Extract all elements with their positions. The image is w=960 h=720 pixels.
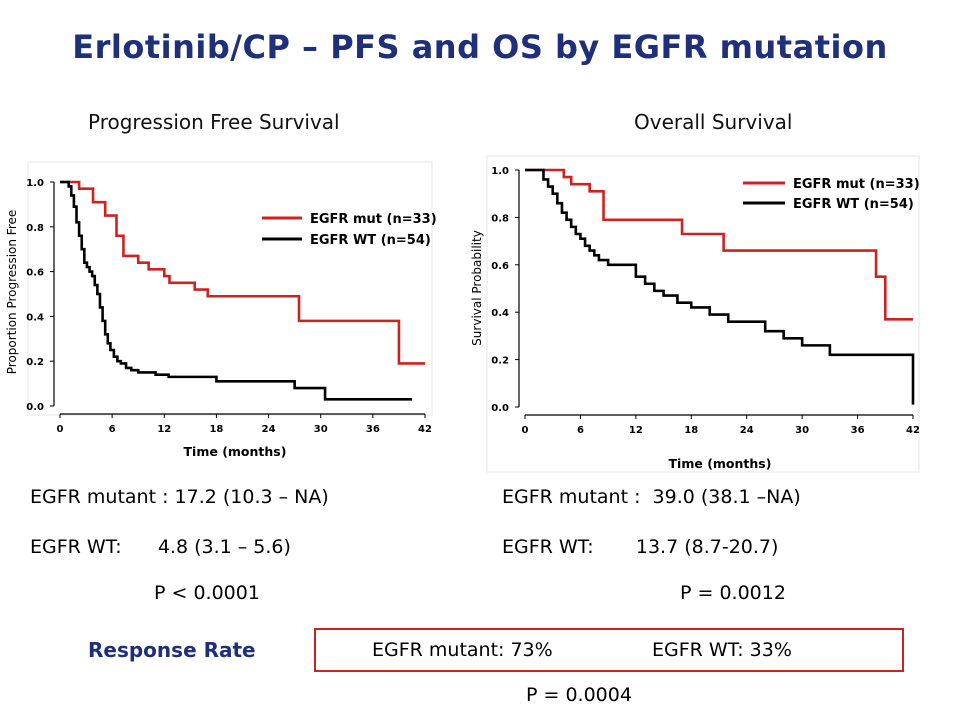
x-tick-label: 36 bbox=[366, 424, 380, 435]
x-axis-label: Time (months) bbox=[669, 456, 772, 471]
legend-label: EGFR mut (n=33) bbox=[310, 212, 437, 227]
response-p-value: P = 0.0004 bbox=[526, 684, 632, 706]
y-tick-label: 0.2 bbox=[491, 356, 509, 367]
os-chart: 0.0 0.2 0.4 0.6 0.8 1.0 0 6 12 18 24 30 36 42 Time (mo… bbox=[470, 155, 920, 473]
pfs-p-value: P < 0.0001 bbox=[154, 582, 260, 604]
x-tick-label: 30 bbox=[795, 425, 809, 436]
series-line-wt bbox=[60, 180, 412, 401]
y-tick-label: 1.0 bbox=[491, 166, 509, 177]
x-tick-label: 0 bbox=[57, 424, 64, 435]
response-rate-mut: EGFR mutant: 73% bbox=[372, 639, 553, 661]
y-tick-label: 0.6 bbox=[26, 268, 44, 279]
y-tick-label: 0.6 bbox=[491, 261, 509, 272]
pfs-subtitle: Progression Free Survival bbox=[88, 110, 340, 134]
legend-label: EGFR WT (n=54) bbox=[310, 233, 431, 248]
series-line-mut bbox=[60, 180, 425, 365]
response-rate-wt: EGFR WT: 33% bbox=[652, 639, 792, 661]
y-tick-label: 0.2 bbox=[26, 357, 44, 368]
x-tick-label: 42 bbox=[418, 424, 432, 435]
x-tick-label: 18 bbox=[684, 425, 698, 436]
y-tick-label: 0.4 bbox=[26, 312, 44, 323]
y-tick-label: 0.0 bbox=[26, 402, 44, 413]
x-axis-label: Time (months) bbox=[184, 444, 287, 459]
x-tick-label: 6 bbox=[577, 425, 584, 436]
x-tick-label: 30 bbox=[314, 424, 328, 435]
x-tick-label: 0 bbox=[522, 425, 529, 436]
chart-frame bbox=[486, 155, 920, 473]
y-tick-label: 0.4 bbox=[491, 308, 509, 319]
response-rate-label: Response Rate bbox=[88, 638, 256, 662]
y-tick-label: 1.0 bbox=[26, 178, 44, 189]
x-tick-label: 12 bbox=[157, 424, 171, 435]
y-axis-label: Proportion Progression Free bbox=[5, 210, 19, 375]
y-axis-label: Survival Probability bbox=[470, 230, 484, 346]
x-tick-label: 24 bbox=[740, 425, 754, 436]
os-mut-median: EGFR mutant : 39.0 (38.1 –NA) bbox=[502, 486, 801, 508]
os-p-value: P = 0.0012 bbox=[680, 582, 786, 604]
x-tick-label: 36 bbox=[851, 425, 865, 436]
chart-frame bbox=[27, 161, 433, 416]
y-tick-label: 0.8 bbox=[26, 223, 44, 234]
y-tick-label: 0.8 bbox=[491, 213, 509, 224]
legend-label: EGFR mut (n=33) bbox=[793, 177, 920, 192]
x-tick-label: 6 bbox=[109, 424, 116, 435]
series-line-mut bbox=[525, 168, 913, 321]
response-rate-box: EGFR mutant: 73% EGFR WT: 33% bbox=[314, 628, 904, 672]
pfs-mut-median: EGFR mutant : 17.2 (10.3 – NA) bbox=[30, 486, 329, 508]
os-subtitle: Overall Survival bbox=[634, 110, 793, 134]
os-wt-median: EGFR WT: 13.7 (8.7-20.7) bbox=[502, 536, 779, 558]
x-tick-label: 12 bbox=[629, 425, 643, 436]
x-tick-label: 42 bbox=[906, 425, 920, 436]
page-title: Erlotinib/CP – PFS and OS by EGFR mutati… bbox=[72, 28, 888, 66]
x-tick-label: 24 bbox=[262, 424, 276, 435]
legend-label: EGFR WT (n=54) bbox=[793, 197, 914, 212]
pfs-wt-median: EGFR WT: 4.8 (3.1 – 5.6) bbox=[30, 536, 291, 558]
y-tick-label: 0.0 bbox=[491, 403, 509, 414]
series-line-wt bbox=[525, 168, 915, 405]
pfs-chart: 0.0 0.2 0.4 0.6 0.8 1.0 0 6 12 18 24 30 36 42 Time (mo… bbox=[5, 161, 437, 459]
x-tick-label: 18 bbox=[209, 424, 223, 435]
